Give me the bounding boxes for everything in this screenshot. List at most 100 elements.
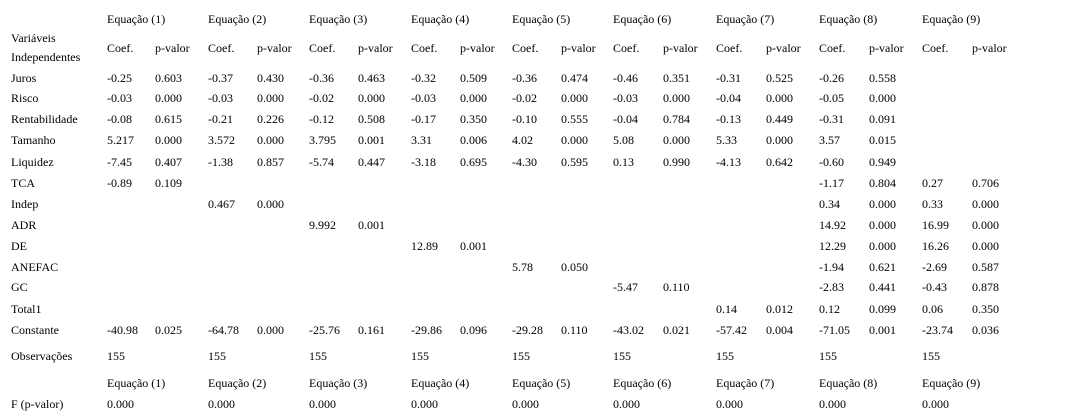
coef-cell: 0.33 xyxy=(922,197,943,211)
pvalue-cell: 0.000 xyxy=(257,133,284,147)
coef-cell: -7.45 xyxy=(107,155,132,169)
pvalue-cell: 0.000 xyxy=(869,197,896,211)
pvalue-cell: 0.804 xyxy=(869,176,896,190)
equation-header: Equação (5) xyxy=(512,12,571,26)
observations-label: Observações xyxy=(11,349,73,363)
coef-cell: 12.89 xyxy=(411,239,438,253)
equation-header-bottom: Equação (7) xyxy=(716,376,775,390)
coef-cell: 0.13 xyxy=(613,155,634,169)
row-label: Indep xyxy=(11,197,39,211)
coef-cell: -1.17 xyxy=(819,176,844,190)
coef-cell: -40.98 xyxy=(107,323,138,337)
pvalue-cell: 0.449 xyxy=(766,112,793,126)
coef-cell: 4.02 xyxy=(512,133,533,147)
pvalue-cell: 0.000 xyxy=(155,91,182,105)
coef-cell: -43.02 xyxy=(613,323,644,337)
coef-cell: -2.83 xyxy=(819,280,844,294)
coef-cell: -0.02 xyxy=(512,91,537,105)
pvalue-cell: 0.021 xyxy=(663,323,690,337)
row-label: ADR xyxy=(11,218,37,232)
pvalue-cell: 0.091 xyxy=(869,112,896,126)
coef-cell: -1.94 xyxy=(819,260,844,274)
pvalue-cell: 0.990 xyxy=(663,155,690,169)
coef-header: Coef. xyxy=(716,41,743,55)
coef-cell: -0.03 xyxy=(107,91,132,105)
pvalue-cell: 0.000 xyxy=(155,133,182,147)
pvalue-cell: 0.441 xyxy=(869,280,896,294)
coef-cell: -0.05 xyxy=(819,91,844,105)
coef-header: Coef. xyxy=(208,41,235,55)
pvalue-cell: 0.587 xyxy=(972,260,999,274)
pvalue-cell: 0.001 xyxy=(358,218,385,232)
coef-cell: -0.32 xyxy=(411,71,436,85)
equation-header-bottom: Equação (1) xyxy=(107,376,166,390)
f-stat-value: 0.000 xyxy=(208,397,235,411)
pvalue-cell: 0.001 xyxy=(460,239,487,253)
equation-header: Equação (2) xyxy=(208,12,267,26)
pvalue-cell: 0.447 xyxy=(358,155,385,169)
pvalue-header: p-valor xyxy=(358,41,393,55)
observations-value: 155 xyxy=(613,349,631,363)
pvalue-cell: 0.695 xyxy=(460,155,487,169)
row-label: Risco xyxy=(11,91,39,105)
coef-cell: -0.12 xyxy=(309,112,334,126)
pvalue-cell: 0.615 xyxy=(155,112,182,126)
coef-cell: -0.02 xyxy=(309,91,334,105)
row-label: Tamanho xyxy=(11,133,56,147)
pvalue-cell: 0.000 xyxy=(561,133,588,147)
pvalue-cell: 0.463 xyxy=(358,71,385,85)
pvalue-cell: 0.000 xyxy=(972,239,999,253)
pvalue-cell: 0.110 xyxy=(663,280,690,294)
equation-header: Equação (9) xyxy=(922,12,981,26)
coef-cell: -3.18 xyxy=(411,155,436,169)
coef-cell: 9.992 xyxy=(309,218,336,232)
f-stat-value: 0.000 xyxy=(411,397,438,411)
coef-cell: -29.86 xyxy=(411,323,442,337)
pvalue-cell: 0.161 xyxy=(358,323,385,337)
coef-cell: -0.08 xyxy=(107,112,132,126)
coef-cell: 3.31 xyxy=(411,133,432,147)
coef-header: Coef. xyxy=(411,41,438,55)
coef-cell: -0.13 xyxy=(716,112,741,126)
coef-header: Coef. xyxy=(107,41,134,55)
coef-cell: -0.37 xyxy=(208,71,233,85)
pvalue-cell: 0.006 xyxy=(460,133,487,147)
row-label: TCA xyxy=(11,176,35,190)
pvalue-cell: 0.110 xyxy=(561,323,588,337)
observations-value: 155 xyxy=(716,349,734,363)
pvalue-cell: 0.350 xyxy=(460,112,487,126)
pvalue-header: p-valor xyxy=(155,41,190,55)
observations-value: 155 xyxy=(819,349,837,363)
pvalue-header: p-valor xyxy=(972,41,1007,55)
coef-cell: 14.92 xyxy=(819,218,846,232)
coef-header: Coef. xyxy=(613,41,640,55)
row-label: Juros xyxy=(11,71,37,85)
observations-value: 155 xyxy=(208,349,226,363)
coef-cell: -29.28 xyxy=(512,323,543,337)
variables-header: Independentes xyxy=(11,50,81,64)
pvalue-cell: 0.000 xyxy=(460,91,487,105)
observations-value: 155 xyxy=(309,349,327,363)
coef-cell: -25.76 xyxy=(309,323,340,337)
pvalue-cell: 0.949 xyxy=(869,155,896,169)
equation-header: Equação (4) xyxy=(411,12,470,26)
coef-cell: -0.31 xyxy=(819,112,844,126)
f-stat-value: 0.000 xyxy=(716,397,743,411)
pvalue-cell: 0.525 xyxy=(766,71,793,85)
observations-value: 155 xyxy=(922,349,940,363)
coef-cell: -0.03 xyxy=(613,91,638,105)
coef-cell: 3.57 xyxy=(819,133,840,147)
pvalue-cell: 0.000 xyxy=(257,323,284,337)
pvalue-cell: 0.430 xyxy=(257,71,284,85)
coef-cell: -0.25 xyxy=(107,71,132,85)
coef-cell: -2.69 xyxy=(922,260,947,274)
pvalue-header: p-valor xyxy=(460,41,495,55)
coef-cell: 16.26 xyxy=(922,239,949,253)
f-stat-value: 0.000 xyxy=(819,397,846,411)
equation-header: Equação (6) xyxy=(613,12,672,26)
pvalue-cell: 0.000 xyxy=(972,218,999,232)
equation-header-bottom: Equação (5) xyxy=(512,376,571,390)
coef-cell: -0.43 xyxy=(922,280,947,294)
equation-header-bottom: Equação (8) xyxy=(819,376,878,390)
coef-cell: 0.467 xyxy=(208,197,235,211)
